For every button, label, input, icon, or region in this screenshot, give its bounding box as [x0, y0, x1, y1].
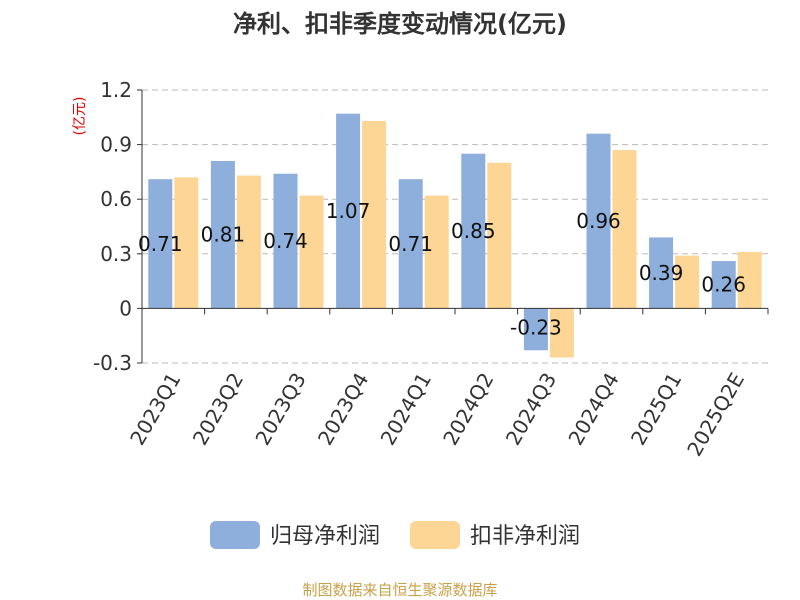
bar-net-profit [210, 160, 235, 309]
y-tick-label: 0.3 [100, 242, 132, 266]
y-tick-label: 0 [119, 296, 132, 320]
bar-net-profit [148, 179, 173, 309]
x-tick-label: 2023Q2 [188, 369, 248, 450]
bar-net-profit [586, 133, 611, 309]
data-label: 0.26 [701, 273, 746, 297]
bar-deducted-net-profit [737, 251, 762, 309]
data-label: 0.74 [263, 229, 308, 253]
legend-label: 归母净利润 [270, 524, 380, 549]
source-note: 制图数据来自恒生聚源数据库 [302, 581, 497, 599]
data-label: 0.96 [576, 209, 621, 233]
bar-deducted-net-profit [487, 162, 512, 309]
bar-deducted-net-profit [362, 120, 387, 309]
bar-deducted-net-profit [612, 150, 637, 309]
x-tick-label: 2024Q4 [563, 369, 623, 450]
y-tick-label: 0.6 [100, 187, 132, 211]
bar-net-profit [461, 153, 486, 309]
y-axis-unit-label: (亿元) [72, 97, 88, 136]
x-tick-label: 2023Q3 [250, 369, 310, 450]
data-label: -0.23 [510, 315, 562, 339]
bar-deducted-net-profit [174, 177, 199, 309]
y-tick-label: 0.9 [100, 133, 132, 157]
bar-net-profit [649, 237, 674, 309]
bar-deducted-net-profit [549, 308, 574, 358]
bar-deducted-net-profit [236, 175, 261, 309]
bar-net-profit [336, 113, 361, 309]
y-tick-label: 1.2 [100, 78, 132, 102]
legend-item[interactable]: 归母净利润 [210, 521, 380, 549]
bar-net-profit [398, 179, 423, 309]
data-label: 1.07 [326, 199, 371, 223]
x-tick-label: 2024Q1 [376, 369, 436, 450]
x-tick-label: 2025Q2E [682, 369, 749, 461]
bar-net-profit [523, 308, 548, 351]
data-label: 0.39 [639, 261, 684, 285]
data-label: 0.85 [451, 219, 496, 243]
bar-deducted-net-profit [424, 195, 449, 309]
bar-net-profit [711, 261, 736, 309]
legend-label: 扣非净利润 [470, 524, 580, 549]
x-tick-label: 2025Q1 [626, 369, 686, 450]
x-tick-label: 2023Q1 [125, 369, 185, 450]
bars [148, 113, 762, 358]
legend[interactable]: 归母净利润 扣非净利润 [210, 521, 580, 549]
data-label: 0.81 [201, 223, 246, 247]
data-label: 0.71 [388, 232, 433, 256]
legend-item[interactable]: 扣非净利润 [410, 521, 580, 549]
chart-title: 净利、扣非季度变动情况(亿元) [233, 10, 567, 38]
x-tick-label: 2024Q2 [438, 369, 498, 450]
y-tick-label: -0.3 [93, 351, 132, 375]
bar-deducted-net-profit [299, 195, 324, 309]
bar-deducted-net-profit [675, 255, 700, 309]
legend-swatch [210, 521, 260, 549]
data-labels: 0.71 0.81 0.74 1.07 0.71 0.85 -0.23 0.96 0.39 0.2… [138, 199, 746, 339]
data-label: 0.71 [138, 232, 183, 256]
legend-swatch [410, 521, 460, 549]
bar-net-profit [273, 173, 298, 309]
x-tick-label: 2023Q4 [313, 369, 373, 450]
x-tick-label: 2024Q3 [501, 369, 561, 450]
